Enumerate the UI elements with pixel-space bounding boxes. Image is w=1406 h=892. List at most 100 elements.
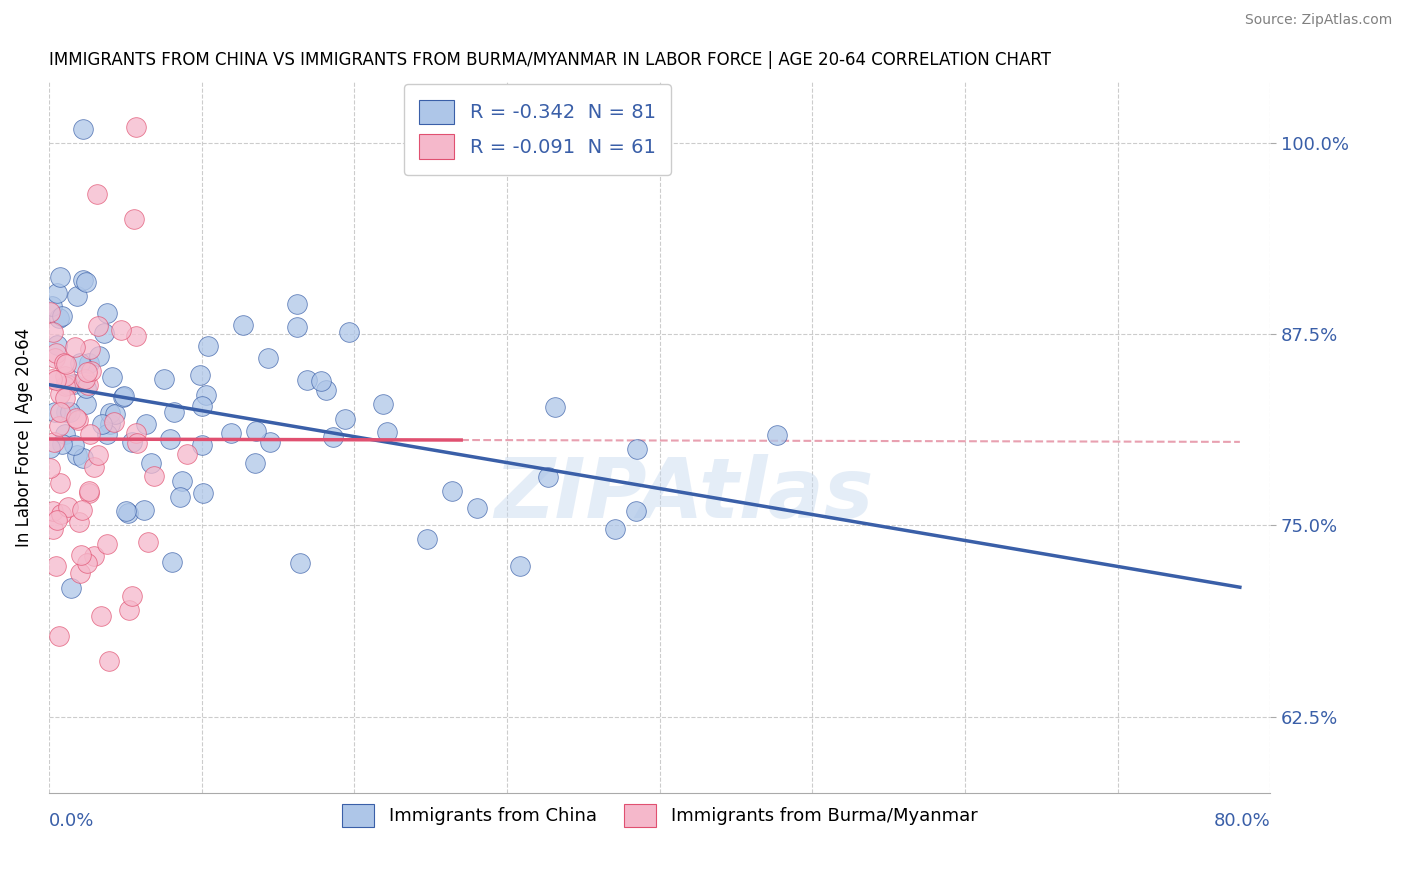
Point [51, 437, 73, 451]
Point [232, 318, 254, 332]
Y-axis label: In Labor Force | Age 20-64: In Labor Force | Age 20-64 [15, 327, 32, 547]
Point [110, 323, 132, 337]
Point [135, 417, 157, 431]
Point [163, 405, 186, 419]
Point [188, 368, 211, 382]
Point [53, 378, 76, 392]
Point [337, 325, 360, 339]
Point [152, 372, 174, 386]
Point [41, 522, 63, 536]
Point [191, 438, 214, 452]
Point [375, 425, 398, 439]
Point [53, 391, 76, 405]
Point [83, 549, 105, 564]
Point [49, 507, 72, 521]
Point [96, 306, 118, 320]
Point [83, 460, 105, 475]
Point [176, 446, 198, 460]
Point [96, 537, 118, 551]
Point [56, 378, 79, 392]
Point [48, 387, 70, 401]
Point [114, 504, 136, 518]
Point [103, 415, 125, 429]
Point [77, 356, 100, 370]
Point [121, 435, 143, 450]
Point [143, 469, 166, 483]
Point [39, 305, 62, 319]
Point [55, 357, 77, 371]
Point [162, 555, 184, 569]
Point [287, 320, 309, 334]
Point [63, 438, 86, 452]
Point [221, 425, 243, 440]
Point [118, 603, 141, 617]
Text: IMMIGRANTS FROM CHINA VS IMMIGRANTS FROM BURMA/MYANMAR IN LABOR FORCE | AGE 20-6: IMMIGRANTS FROM CHINA VS IMMIGRANTS FROM… [49, 51, 1050, 69]
Point [104, 408, 127, 422]
Point [59, 581, 82, 595]
Point [41, 299, 63, 313]
Point [98, 417, 121, 431]
Point [48, 628, 70, 642]
Point [77, 378, 100, 392]
Point [98, 406, 121, 420]
Point [72, 122, 94, 136]
Point [191, 399, 214, 413]
Point [441, 483, 464, 498]
Point [66, 289, 89, 303]
Point [122, 212, 145, 227]
Point [63, 377, 86, 392]
Text: ZIPAtlas: ZIPAtlas [495, 454, 873, 535]
Point [90, 608, 112, 623]
Point [87, 319, 110, 334]
Point [288, 557, 311, 571]
Point [509, 559, 531, 574]
Point [67, 515, 90, 529]
Point [45, 338, 67, 352]
Point [112, 389, 135, 403]
Point [42, 504, 65, 518]
Point [65, 411, 87, 425]
Point [73, 372, 96, 386]
Point [117, 506, 139, 520]
Point [77, 485, 100, 500]
Point [243, 456, 266, 470]
Point [335, 412, 357, 426]
Point [46, 285, 69, 300]
Legend: Immigrants from China, Immigrants from Burma/Myanmar: Immigrants from China, Immigrants from B… [335, 797, 984, 834]
Point [45, 558, 67, 573]
Point [53, 356, 76, 370]
Point [465, 500, 488, 515]
Point [76, 556, 98, 570]
Point [136, 535, 159, 549]
Point [259, 435, 281, 450]
Point [193, 486, 215, 500]
Point [72, 273, 94, 287]
Point [63, 340, 86, 354]
Point [141, 456, 163, 470]
Point [48, 419, 70, 434]
Point [75, 275, 97, 289]
Point [100, 370, 122, 384]
Point [42, 435, 65, 450]
Point [169, 490, 191, 504]
Point [315, 383, 337, 397]
Point [75, 397, 97, 411]
Point [626, 442, 648, 456]
Point [96, 426, 118, 441]
Point [195, 388, 218, 402]
Point [159, 433, 181, 447]
Point [297, 373, 319, 387]
Text: Source: ZipAtlas.com: Source: ZipAtlas.com [1244, 13, 1392, 28]
Point [42, 325, 65, 339]
Point [69, 356, 91, 370]
Point [121, 589, 143, 603]
Point [624, 504, 647, 518]
Point [49, 270, 72, 285]
Point [77, 484, 100, 499]
Point [76, 366, 98, 380]
Point [46, 513, 69, 527]
Point [45, 372, 67, 386]
Point [55, 405, 77, 419]
Point [48, 311, 70, 326]
Point [86, 186, 108, 201]
